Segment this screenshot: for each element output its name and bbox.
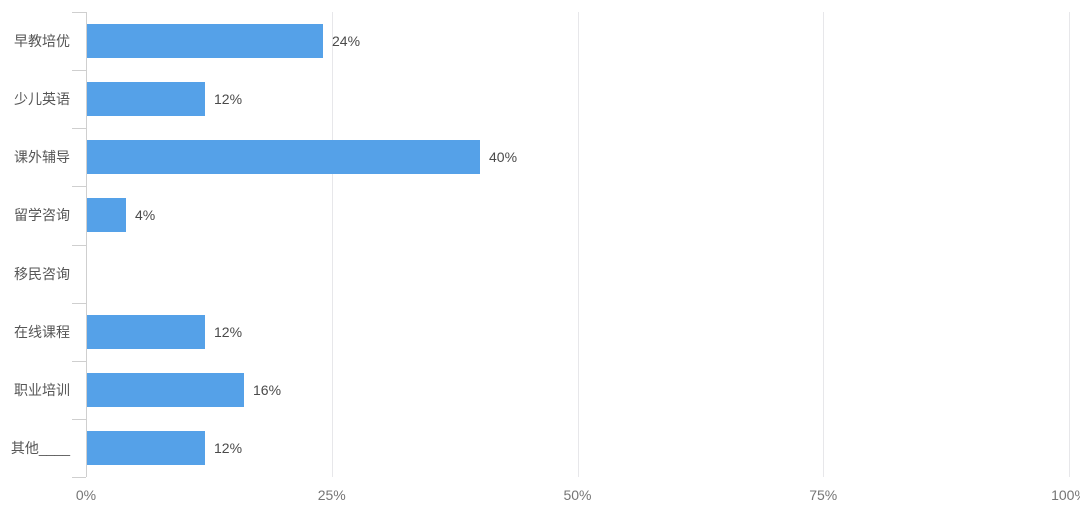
y-axis-tick xyxy=(72,70,86,71)
value-label: 24% xyxy=(332,33,361,49)
y-axis-tick xyxy=(72,245,86,246)
bar xyxy=(87,140,480,174)
category-label: 其他____ xyxy=(10,440,70,456)
x-axis-tick-label: 100% xyxy=(1051,487,1080,503)
y-axis-tick xyxy=(72,361,86,362)
y-axis-tick xyxy=(72,12,86,13)
category-label: 少儿英语 xyxy=(14,91,70,107)
y-axis-tick xyxy=(72,303,86,304)
gridline-75 xyxy=(823,12,825,477)
value-label: 12% xyxy=(214,440,243,456)
x-axis-tick-label: 75% xyxy=(809,487,838,503)
x-axis-tick-label: 50% xyxy=(563,487,592,503)
gridline-100 xyxy=(1069,12,1070,477)
gridline-50 xyxy=(577,12,579,477)
value-label: 12% xyxy=(214,91,243,107)
value-label: 4% xyxy=(135,207,156,223)
y-axis-tick xyxy=(72,419,86,420)
category-label: 移民咨询 xyxy=(14,266,70,282)
value-label: 12% xyxy=(214,324,243,340)
category-label: 在线课程 xyxy=(14,324,70,340)
x-axis-tick-label: 25% xyxy=(317,487,346,503)
value-label: 16% xyxy=(253,382,282,398)
value-label: 40% xyxy=(489,149,518,165)
category-label: 留学咨询 xyxy=(14,207,70,223)
gridline-25 xyxy=(331,12,333,477)
bar xyxy=(87,82,205,116)
bar xyxy=(87,431,205,465)
category-label: 课外辅导 xyxy=(14,149,70,165)
bar xyxy=(87,198,126,232)
y-axis-line xyxy=(86,12,87,477)
category-label: 早教培优 xyxy=(14,33,70,49)
x-axis-tick-label: 0% xyxy=(75,487,97,503)
category-label: 职业培训 xyxy=(14,382,70,398)
y-axis-tick xyxy=(72,477,86,478)
bar xyxy=(87,24,323,58)
y-axis-tick xyxy=(72,128,86,129)
y-axis-tick xyxy=(72,186,86,187)
bar xyxy=(87,373,244,407)
bar xyxy=(87,315,205,349)
